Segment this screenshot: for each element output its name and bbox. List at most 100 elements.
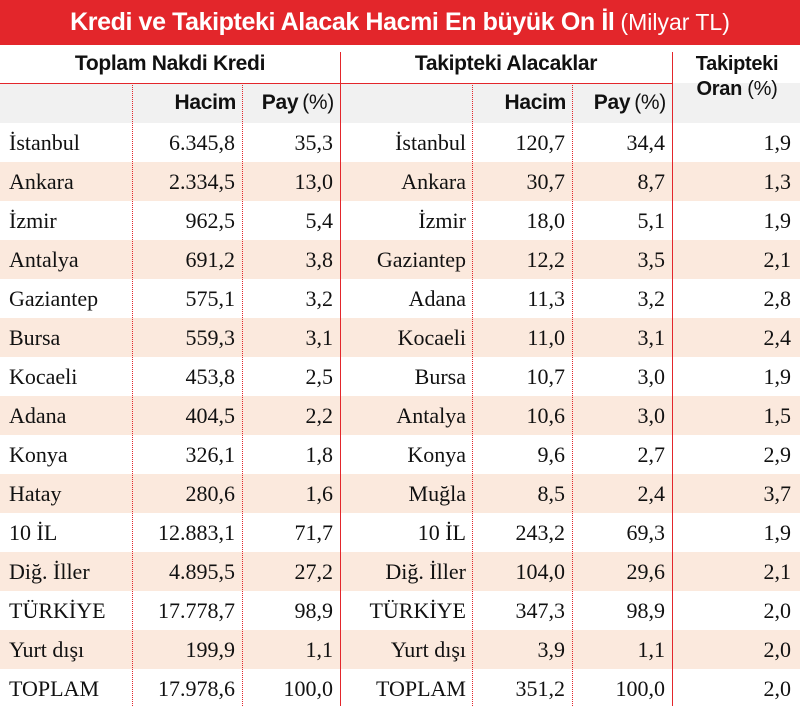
subheader-volume-label: Hacim (504, 91, 566, 114)
receivables-share-cell: 3,2 (637, 285, 666, 311)
receivables-city-cell: Ankara (401, 168, 466, 194)
loans-share-cell: 71,7 (294, 519, 334, 545)
loans-city-cell: Diğ. İller (9, 558, 90, 584)
receivables-volume-cell: 3,9 (537, 636, 566, 662)
loans-volume-cell: 12.883,1 (158, 519, 235, 545)
receivables-volume-cell: 18,0 (526, 207, 566, 233)
loans-share-cell: 98,9 (294, 597, 334, 623)
npl-rate-cell: 2,0 (763, 675, 792, 701)
receivables-share-cell: 3,5 (637, 246, 666, 272)
table-row: Antalya 691,2 3,8 Gaziantep 12,2 3,5 2,1 (0, 240, 800, 279)
receivables-city-cell: Gaziantep (376, 246, 466, 272)
receivables-share-cell: 2,4 (637, 480, 666, 506)
receivables-city-cell: Adana (408, 285, 466, 311)
receivables-city-cell: 10 İL (417, 519, 466, 545)
loans-city-cell: TÜRKİYE (9, 597, 106, 623)
npl-rate-cell: 1,9 (763, 129, 792, 155)
receivables-city-cell: İstanbul (395, 129, 466, 155)
rate-header-line1: Takipteki (695, 53, 779, 75)
loans-city-cell: İstanbul (9, 129, 80, 155)
receivables-city-cell: Bursa (414, 363, 466, 389)
loans-volume-cell: 404,5 (185, 402, 236, 428)
npl-rate-cell: 2,0 (763, 597, 792, 623)
receivables-volume-cell: 10,6 (526, 402, 566, 428)
subheader-share-receivables: Pay (%) (572, 83, 672, 123)
subheader-share-unit: (%) (634, 91, 666, 114)
loans-share-cell: 3,8 (305, 246, 334, 272)
npl-rate-cell: 3,7 (763, 480, 792, 506)
receivables-share-cell: 69,3 (626, 519, 666, 545)
receivables-volume-cell: 30,7 (526, 168, 566, 194)
loans-volume-cell: 199,9 (185, 636, 236, 662)
receivables-volume-cell: 11,3 (527, 285, 565, 311)
table-row: 10 İL 12.883,1 71,7 10 İL 243,2 69,3 1,9 (0, 513, 800, 552)
group-header-row: Toplam Nakdi Kredi Takipteki Alacaklar (0, 45, 800, 83)
receivables-share-cell: 29,6 (626, 558, 666, 584)
loans-city-cell: Ankara (9, 168, 74, 194)
loans-share-cell: 1,6 (305, 480, 334, 506)
npl-rate-cell: 2,0 (763, 636, 792, 662)
npl-rate-cell: 1,3 (763, 168, 792, 194)
loans-share-cell: 100,0 (283, 675, 334, 701)
loans-city-cell: Antalya (9, 246, 79, 272)
loans-share-cell: 1,8 (305, 441, 334, 467)
receivables-share-cell: 2,7 (637, 441, 666, 467)
loans-city-cell: Kocaeli (9, 363, 78, 389)
table-row: Gaziantep 575,1 3,2 Adana 11,3 3,2 2,8 (0, 279, 800, 318)
receivables-city-cell: Antalya (396, 402, 466, 428)
column-divider (472, 83, 473, 706)
group-divider (340, 52, 341, 706)
loans-volume-cell: 691,2 (185, 246, 236, 272)
loans-volume-cell: 17.978,6 (158, 675, 235, 701)
loans-share-cell: 3,2 (305, 285, 334, 311)
loans-city-cell: Hatay (9, 480, 62, 506)
table-title: Kredi ve Takipteki Alacak Hacmi En büyük… (70, 8, 615, 36)
table-row: Ankara 2.334,5 13,0 Ankara 30,7 8,7 1,3 (0, 162, 800, 201)
loans-city-cell: Bursa (9, 324, 61, 350)
receivables-volume-cell: 347,3 (515, 597, 566, 623)
column-divider (572, 83, 573, 706)
table-body: İstanbul 6.345,8 35,3 İstanbul 120,7 34,4 1,9 A… (0, 123, 800, 708)
loans-city-cell: Yurt dışı (9, 636, 85, 662)
receivables-city-cell: Muğla (408, 480, 466, 506)
loans-volume-cell: 575,1 (185, 285, 236, 311)
loans-volume-cell: 2.334,5 (169, 168, 235, 194)
sub-header-row: Hacim Pay (%) Hacim Pay (%) (0, 83, 800, 123)
receivables-share-cell: 3,0 (637, 363, 666, 389)
receivables-share-cell: 3,1 (637, 324, 666, 350)
receivables-share-cell: 34,4 (626, 129, 666, 155)
receivables-volume-cell: 243,2 (515, 519, 566, 545)
loans-volume-cell: 453,8 (185, 363, 236, 389)
receivables-volume-cell: 120,7 (515, 129, 566, 155)
table-row: Hatay 280,6 1,6 Muğla 8,5 2,4 3,7 (0, 474, 800, 513)
receivables-volume-cell: 351,2 (515, 675, 566, 701)
receivables-share-cell: 5,1 (637, 207, 666, 233)
loans-volume-cell: 326,1 (185, 441, 236, 467)
loans-city-cell: Adana (9, 402, 67, 428)
receivables-share-cell: 1,1 (637, 636, 666, 662)
rate-header-line2: Oran (%) (674, 77, 800, 102)
receivables-volume-cell: 8,5 (537, 480, 566, 506)
table-row: Konya 326,1 1,8 Konya 9,6 2,7 2,9 (0, 435, 800, 474)
receivables-city-cell: Konya (407, 441, 466, 467)
receivables-volume-cell: 9,6 (537, 441, 566, 467)
loans-city-cell: Konya (9, 441, 68, 467)
npl-rate-cell: 1,9 (763, 519, 792, 545)
receivables-volume-cell: 10,7 (526, 363, 566, 389)
subheader-volume-label: Hacim (174, 91, 236, 114)
subheader-volume-loans: Hacim (132, 83, 242, 123)
subheader-share-label: Pay (593, 91, 631, 114)
column-divider (132, 83, 133, 706)
npl-rate-cell: 2,4 (763, 324, 792, 350)
receivables-share-cell: 8,7 (637, 168, 666, 194)
group-header-loans: Toplam Nakdi Kredi (74, 52, 266, 75)
loans-share-cell: 13,0 (294, 168, 334, 194)
table-row: İzmir 962,5 5,4 İzmir 18,0 5,1 1,9 (0, 201, 800, 240)
title-bar: Kredi ve Takipteki Alacak Hacmi En büyük… (0, 0, 800, 45)
loans-city-cell: TOPLAM (9, 675, 100, 701)
loans-volume-cell: 17.778,7 (158, 597, 235, 623)
subheader-share-loans: Pay (%) (242, 83, 340, 123)
subheader-share-label: Pay (261, 91, 299, 114)
subheader-volume-receivables: Hacim (472, 83, 572, 123)
